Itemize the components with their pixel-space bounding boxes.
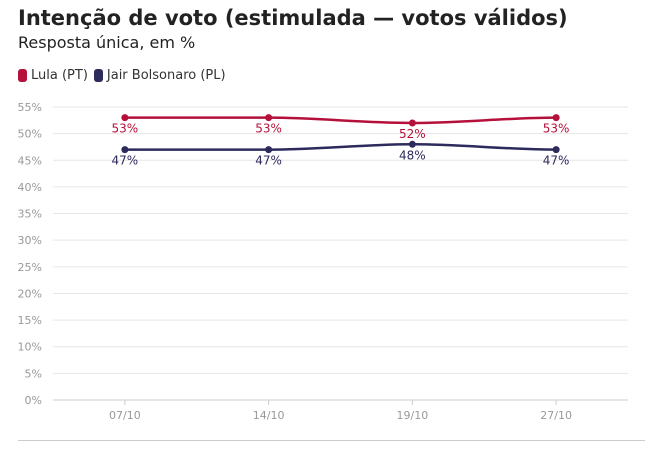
legend: Lula (PT) Jair Bolsonaro (PL) <box>18 68 232 83</box>
legend-item-lula[interactable]: Lula (PT) <box>18 68 88 83</box>
y-tick-label: 55% <box>18 101 42 114</box>
data-label-bolsonaro: 47% <box>255 154 282 168</box>
legend-label-lula: Lula (PT) <box>31 68 88 83</box>
y-tick-label: 10% <box>18 341 42 354</box>
data-point-bolsonaro <box>552 146 560 154</box>
data-point-lula <box>121 114 129 122</box>
data-label-lula: 53% <box>112 122 139 136</box>
series-line-lula <box>124 116 557 125</box>
y-tick-label: 5% <box>25 367 42 380</box>
x-tick-label: 07/10 <box>109 409 141 422</box>
data-label-bolsonaro: 47% <box>543 154 570 168</box>
x-tick-label: 19/10 <box>397 409 429 422</box>
data-label-bolsonaro: 47% <box>112 154 139 168</box>
data-label-lula: 53% <box>543 122 570 136</box>
data-point-bolsonaro <box>265 146 273 154</box>
bottom-divider <box>18 440 645 441</box>
data-point-lula <box>552 114 560 122</box>
chart-subtitle: Resposta única, em % <box>18 33 196 52</box>
data-label-lula: 53% <box>255 122 282 136</box>
data-point-lula <box>265 114 273 122</box>
x-tick-label: 27/10 <box>540 409 572 422</box>
y-tick-label: 35% <box>18 208 42 221</box>
y-tick-label: 50% <box>18 128 42 141</box>
legend-label-bolsonaro: Jair Bolsonaro (PL) <box>106 68 226 83</box>
y-tick-label: 0% <box>25 394 42 407</box>
y-tick-label: 15% <box>18 314 42 327</box>
data-point-lula <box>408 119 416 127</box>
y-tick-label: 20% <box>18 287 42 300</box>
data-point-bolsonaro <box>121 146 129 154</box>
chart-title: Intenção de voto (estimulada — votos vál… <box>18 6 568 30</box>
y-tick-label: 40% <box>18 181 42 194</box>
series-line-bolsonaro <box>124 143 557 151</box>
y-tick-label: 45% <box>18 154 42 167</box>
x-tick-label: 14/10 <box>253 409 285 422</box>
data-label-lula: 52% <box>399 127 426 141</box>
y-tick-label: 25% <box>18 261 42 274</box>
data-point-bolsonaro <box>408 140 416 148</box>
y-tick-label: 30% <box>18 234 42 247</box>
legend-swatch-bolsonaro <box>93 69 103 82</box>
legend-item-bolsonaro[interactable]: Jair Bolsonaro (PL) <box>93 68 226 83</box>
legend-swatch-lula <box>18 69 27 82</box>
data-label-bolsonaro: 48% <box>399 148 426 162</box>
